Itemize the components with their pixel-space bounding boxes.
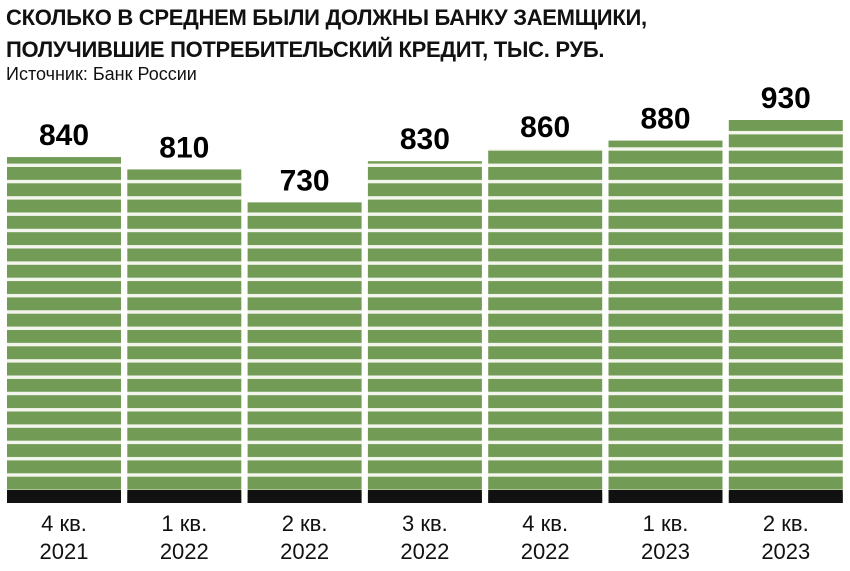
x-tick-label: 1 кв. 2022: [159, 511, 209, 564]
value-label: 880: [640, 103, 690, 136]
bar: [728, 120, 843, 503]
x-tick-label: 1 кв. 2023: [641, 511, 690, 564]
bar: [127, 169, 242, 503]
bar: [247, 202, 362, 503]
x-tick-label: 4 кв. 2022: [520, 511, 570, 564]
x-tick-label: 2 кв. 2023: [761, 511, 811, 564]
bar-base: [247, 490, 362, 503]
bar: [367, 161, 482, 503]
x-tick-label: 3 кв. 2022: [400, 511, 450, 564]
value-label: 860: [520, 111, 570, 144]
value-label: 730: [280, 164, 330, 197]
bar-base: [728, 490, 843, 503]
bar: [608, 140, 723, 503]
x-tick-label: 4 кв. 2021: [39, 511, 89, 564]
value-label: 830: [400, 123, 450, 156]
bar-base: [367, 490, 482, 503]
bar: [488, 148, 603, 504]
bar: [7, 157, 121, 503]
value-label: 840: [39, 119, 89, 152]
chart-subtitle: Источник: Банк России: [6, 64, 197, 84]
bar-base: [488, 490, 603, 503]
value-label: 930: [761, 82, 811, 115]
chart-title: СКОЛЬКО В СРЕДНЕМ БЫЛИ ДОЛЖНЫ БАНКУ ЗАЕМ…: [6, 5, 647, 62]
value-label: 810: [159, 131, 209, 164]
bar-base: [127, 490, 242, 503]
x-tick-label: 2 кв. 2022: [280, 511, 330, 564]
bar-base: [608, 490, 723, 503]
bar-base: [7, 490, 121, 503]
